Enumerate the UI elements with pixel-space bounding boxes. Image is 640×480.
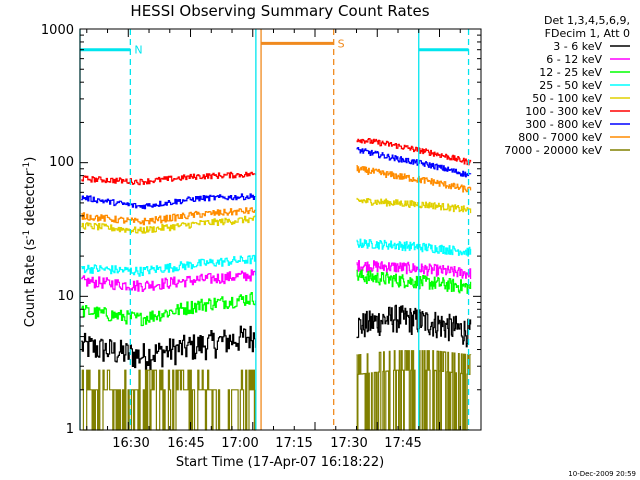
- series-line-300-800keV: [81, 193, 257, 210]
- y-axis: 1 10 100 1000 Count Rate (s-1 detector-1…: [22, 23, 481, 437]
- series-line-3-6keV: [81, 325, 257, 371]
- x-tick-label: 16:30: [112, 436, 149, 451]
- series-line-800-7000keV: [356, 165, 472, 193]
- y-axis-label: Count Rate (s-1 detector-1): [22, 157, 38, 328]
- x-tick-label: 17:15: [275, 436, 312, 451]
- legend-header-line: Det 1,3,4,5,6,9,: [544, 14, 630, 27]
- legend-header-line: FDecim 1, Att 0: [545, 27, 630, 40]
- x-tick-label: 17:30: [330, 436, 367, 451]
- legend-label: 3 - 6 keV: [553, 40, 602, 53]
- legend-label: 25 - 50 keV: [539, 79, 602, 92]
- series-line-12-25keV: [81, 292, 257, 327]
- y-tick-label: 1: [66, 422, 74, 437]
- x-tick-label: 17:45: [384, 436, 421, 451]
- legend-label: 300 - 800 keV: [525, 118, 602, 131]
- timestamp: 10-Dec-2009 20:59: [568, 470, 636, 478]
- y-tick-marks: [80, 34, 481, 431]
- flag-label: N: [134, 44, 142, 57]
- flag-label: S: [338, 37, 345, 50]
- x-axis-label: Start Time (17-Apr-07 16:18:22): [176, 455, 384, 470]
- series-line-6-12keV: [356, 260, 472, 279]
- x-axis: 16:30 16:45 17:00 17:15 17:30 17:45 Star…: [86, 29, 482, 470]
- series-line-100-300keV: [356, 138, 472, 166]
- plot-frame: [79, 28, 482, 431]
- y-tick-label: 100: [49, 155, 74, 170]
- y-tick-label: 1000: [41, 23, 74, 38]
- series-line-300-800keV: [356, 147, 472, 178]
- legend: Det 1,3,4,5,6,9, FDecim 1, Att 0 3 - 6 k…: [504, 14, 630, 157]
- series-line-12-25keV: [356, 269, 472, 294]
- series-line-50-100keV: [356, 197, 472, 214]
- x-tick-marks: [86, 29, 482, 430]
- legend-label: 12 - 25 keV: [539, 66, 602, 79]
- chart-title: HESSI Observing Summary Count Rates: [130, 2, 429, 20]
- series-line-25-50keV: [356, 238, 472, 257]
- legend-label: 7000 - 20000 keV: [504, 144, 602, 157]
- legend-label: 100 - 300 keV: [525, 105, 602, 118]
- series-layer: [81, 138, 472, 431]
- legend-label: 50 - 100 keV: [532, 92, 602, 105]
- series-line-25-50keV: [81, 254, 257, 277]
- legend-label: 6 - 12 keV: [546, 53, 602, 66]
- series-line-3-6keV: [356, 304, 472, 348]
- y-tick-label: 10: [57, 289, 74, 304]
- series-line-100-300keV: [81, 171, 257, 186]
- series-line-800-7000keV: [81, 207, 257, 226]
- series-line-50-100keV: [81, 215, 257, 234]
- series-line-6-12keV: [81, 269, 257, 292]
- x-tick-label: 17:00: [221, 436, 258, 451]
- x-tick-label: 16:45: [167, 436, 204, 451]
- legend-label: 800 - 7000 keV: [518, 131, 602, 144]
